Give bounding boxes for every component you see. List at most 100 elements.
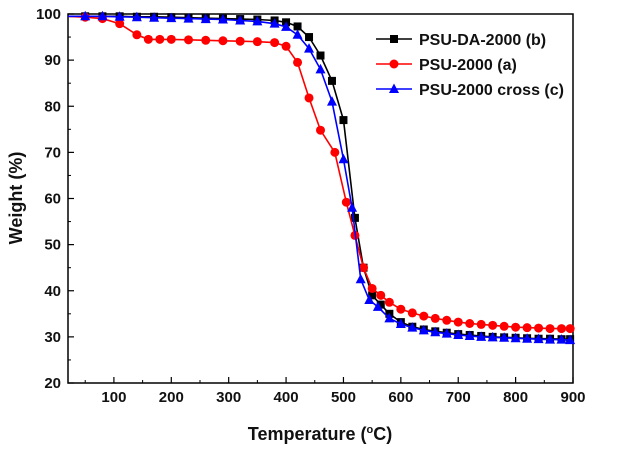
data-point xyxy=(430,326,441,337)
x-tick-label: 600 xyxy=(388,389,413,406)
x-tick-label: 900 xyxy=(560,389,585,406)
data-point xyxy=(368,291,377,300)
data-point xyxy=(143,34,153,44)
axis-ticks: 100 200 300 400 500 600 700 800 900 20 30 40 50 60 70 8… xyxy=(36,6,586,406)
data-point xyxy=(132,30,142,40)
data-point xyxy=(217,14,228,24)
data-point xyxy=(545,324,555,334)
data-point xyxy=(430,313,440,323)
data-point xyxy=(453,317,463,327)
data-point xyxy=(235,36,245,46)
data-point xyxy=(376,290,386,300)
data-point xyxy=(97,10,108,21)
data-point xyxy=(488,320,498,330)
data-point xyxy=(533,333,544,344)
data-point xyxy=(407,308,417,318)
y-axis-title: Weight (%) xyxy=(6,152,26,245)
data-point xyxy=(364,294,375,304)
y-tick-label: 100 xyxy=(36,6,61,23)
series-layer xyxy=(67,10,576,345)
legend-label: PSU-DA-2000 (b) xyxy=(419,32,546,49)
y-tick-label: 20 xyxy=(44,375,61,392)
data-point xyxy=(465,318,475,328)
data-point xyxy=(355,273,366,284)
x-tick-label: 400 xyxy=(274,389,299,406)
data-point xyxy=(235,14,246,25)
data-point xyxy=(476,331,487,341)
data-point xyxy=(384,297,394,307)
data-point xyxy=(281,41,291,51)
data-point xyxy=(396,304,406,314)
data-point xyxy=(80,10,91,21)
data-point xyxy=(304,93,314,103)
legend: PSU-DA-2000 (b) PSU-2000 (a) PSU-2000 cros… xyxy=(376,32,564,99)
data-point xyxy=(476,319,486,329)
data-point xyxy=(252,37,262,47)
legend-label: PSU-2000 (a) xyxy=(419,57,517,74)
data-point xyxy=(326,96,337,106)
data-point xyxy=(183,13,194,23)
y-tick-label: 40 xyxy=(44,283,61,300)
data-point xyxy=(487,331,498,342)
data-point xyxy=(565,324,575,334)
x-axis-title-main: Temperature ( xyxy=(248,424,367,444)
data-point xyxy=(339,116,348,125)
data-point xyxy=(200,13,211,24)
data-point xyxy=(556,334,567,344)
data-point xyxy=(522,323,532,333)
y-tick-label: 70 xyxy=(44,144,61,161)
data-point xyxy=(201,35,211,45)
data-point xyxy=(395,318,406,328)
legend-marker xyxy=(390,35,398,43)
data-point xyxy=(316,51,325,60)
data-point xyxy=(338,153,349,164)
data-point xyxy=(305,33,314,42)
data-point xyxy=(511,322,521,332)
x-axis-title-unit: C) xyxy=(373,424,392,444)
series-line xyxy=(68,15,571,341)
data-point xyxy=(270,38,280,48)
data-point xyxy=(464,330,475,340)
data-point xyxy=(292,29,303,39)
y-tick-label: 30 xyxy=(44,329,61,346)
x-axis-title: Temperature (oC) xyxy=(248,424,392,444)
data-point xyxy=(441,328,452,338)
x-tick-label: 100 xyxy=(101,389,126,406)
data-point xyxy=(218,36,228,46)
series-3 xyxy=(68,10,576,345)
data-point xyxy=(522,333,533,343)
data-point xyxy=(316,125,325,135)
x-tick-label: 700 xyxy=(446,389,471,406)
data-point xyxy=(281,21,292,31)
legend-marker xyxy=(389,83,399,93)
data-point xyxy=(155,34,165,44)
legend-label: PSU-2000 cross (c) xyxy=(419,82,564,99)
data-point xyxy=(557,324,567,334)
data-point xyxy=(293,22,302,31)
data-point xyxy=(499,332,510,342)
data-point xyxy=(565,334,576,345)
data-point xyxy=(510,332,521,343)
data-point xyxy=(131,11,142,22)
data-point xyxy=(534,323,544,333)
data-point xyxy=(376,300,385,309)
data-point xyxy=(304,43,315,53)
data-point xyxy=(499,321,509,331)
x-tick-label: 500 xyxy=(331,389,356,406)
data-point xyxy=(367,283,377,293)
data-point xyxy=(315,63,326,74)
data-point xyxy=(327,76,336,85)
data-point xyxy=(359,263,369,273)
data-point xyxy=(407,322,418,332)
data-point xyxy=(453,329,464,340)
data-point xyxy=(114,11,125,21)
data-point xyxy=(347,202,358,212)
data-point xyxy=(330,147,340,157)
x-tick-label: 800 xyxy=(503,389,528,406)
data-point xyxy=(269,18,280,28)
data-point xyxy=(350,213,359,222)
data-point xyxy=(545,334,556,344)
data-point xyxy=(293,57,303,67)
data-point xyxy=(115,19,125,29)
